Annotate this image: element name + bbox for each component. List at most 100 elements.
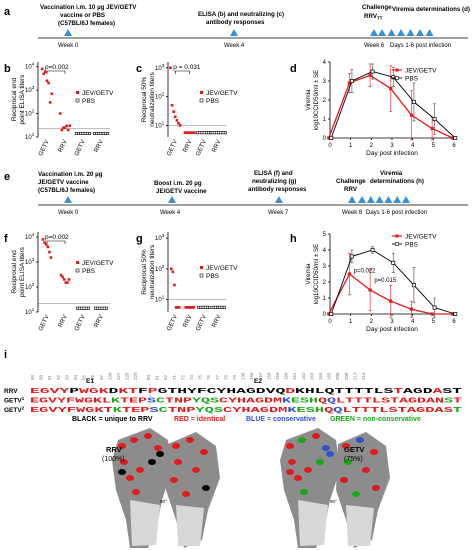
data-point-pbs — [87, 306, 91, 310]
day-arrow-3 — [397, 29, 405, 36]
panel-letter-i: i — [4, 349, 7, 361]
position-number: 208 — [344, 372, 349, 380]
residue: F — [138, 388, 148, 396]
data-point-jev — [66, 281, 69, 284]
y-tick-label: 4 — [323, 60, 327, 66]
x-tick-label: 6 — [452, 319, 456, 325]
x-category-label: RRV — [57, 313, 69, 328]
residue: D — [285, 388, 295, 396]
residue: G — [246, 388, 256, 396]
sequence-row-superscript: 2 — [22, 406, 25, 411]
x-category-label: RRV — [93, 313, 105, 328]
residue: T — [344, 388, 354, 396]
residue: E — [30, 407, 39, 415]
arrows-days-e — [358, 196, 410, 203]
residue: Q — [324, 407, 333, 415]
position-number: 62 — [163, 374, 168, 380]
x-category-label: GETV — [37, 313, 51, 332]
y-tick-exponent: 3 — [32, 257, 35, 262]
x-tick-label: 4 — [411, 319, 415, 325]
sequence-rows: RRVEGVYPWGKDKTFPGTHYFCYHAGDVQDKHLQTTTTLS… — [4, 384, 462, 415]
data-point-pbs — [391, 75, 396, 80]
sequence-row-label: GETV1 — [4, 396, 25, 405]
panel-letter-a: a — [4, 6, 11, 18]
data-point-jev — [409, 113, 414, 117]
y-tick-exponent: 1 — [162, 120, 165, 125]
position-number: 95 — [82, 374, 87, 380]
y-tick-label: 102 — [155, 264, 165, 273]
timeline-e-vaccine: JE/GETV vaccine — [38, 179, 89, 186]
data-point-jev — [193, 131, 196, 134]
position-number: 157 — [258, 372, 263, 380]
residue: A — [399, 398, 410, 406]
epitope-patch — [136, 467, 144, 473]
data-point-jev — [169, 267, 173, 271]
residue: D — [423, 388, 433, 396]
residue: A — [403, 388, 415, 396]
position-number: 228 — [125, 372, 130, 380]
sequence-row-label: GETV2 — [4, 406, 25, 415]
residue: T — [122, 407, 131, 415]
residue: K — [287, 407, 298, 415]
data-point-pbs — [349, 254, 354, 259]
x-category-label: RRV — [182, 313, 194, 328]
residue: Y — [232, 407, 243, 415]
legend-label-pbs: PBS — [82, 268, 96, 275]
timeline-a-week4: Week 4 — [224, 43, 245, 49]
data-point-pbs — [370, 69, 375, 74]
position-number: 92 — [56, 374, 61, 380]
data-point-jev — [183, 131, 187, 134]
epitope-patch — [156, 451, 164, 457]
timeline-e-rrv: RRV — [344, 186, 358, 193]
rrv-struct-pct: (100%) — [102, 456, 125, 463]
timeline-a-challenge: Challenge — [362, 4, 392, 11]
residue: A — [236, 388, 248, 396]
residue: K — [113, 407, 124, 415]
data-point-jev — [186, 131, 190, 134]
data-point-jev — [62, 126, 65, 129]
data-point-jev — [61, 275, 64, 279]
y-tick-exponent: 3 — [162, 63, 165, 68]
data-point-jev — [185, 131, 188, 134]
residue: D — [264, 398, 273, 406]
day-arrow-2 — [387, 29, 396, 36]
residue: G — [89, 388, 99, 396]
residue: S — [149, 407, 158, 415]
residue: T — [363, 398, 372, 406]
data-point-jev — [175, 119, 179, 122]
data-point-jev — [174, 306, 178, 309]
position-number: 79 — [232, 374, 237, 380]
p-value-label: p=0.002 — [45, 64, 69, 71]
panel-letter-g: g — [136, 233, 143, 245]
residue: C — [207, 388, 217, 396]
residue: K — [93, 398, 104, 406]
residue: Q — [275, 388, 285, 396]
y-axis-label-1: Viremia — [305, 89, 312, 110]
position-number: 97 — [99, 374, 104, 380]
timeline-a-vaccine-or-pbs: vaccine or PBS — [60, 12, 105, 19]
data-point-jev — [187, 306, 191, 309]
residue: G — [408, 398, 417, 406]
y-axis-label-2: neutralization titers — [149, 244, 156, 299]
label-e1: E1 — [86, 378, 94, 385]
residue: M — [278, 407, 287, 415]
getv-rotation: 90° — [330, 499, 337, 504]
epitope-patch — [370, 449, 378, 455]
timeline-a-elisa: ELISA (b) and neutralizing (c) — [198, 11, 284, 18]
residue: A — [407, 407, 418, 415]
position-number: 96 — [90, 374, 95, 380]
timeline-e-elisa: ELISA (f) and — [254, 170, 293, 177]
y-tick-label: 104 — [25, 232, 35, 241]
residue: G — [158, 388, 168, 396]
position-number: 229 — [133, 372, 138, 380]
day-arrow-4 — [384, 196, 393, 203]
data-point-jev — [67, 278, 71, 281]
residue: L — [379, 407, 388, 415]
epitope-patch — [304, 467, 312, 473]
residue: W — [75, 398, 86, 406]
residue: K — [99, 388, 111, 396]
residue: E — [129, 398, 138, 406]
x-tick-label: 3 — [390, 143, 394, 149]
epitope-patch — [344, 459, 352, 465]
timeline-a-week0: Week 0 — [58, 43, 79, 49]
